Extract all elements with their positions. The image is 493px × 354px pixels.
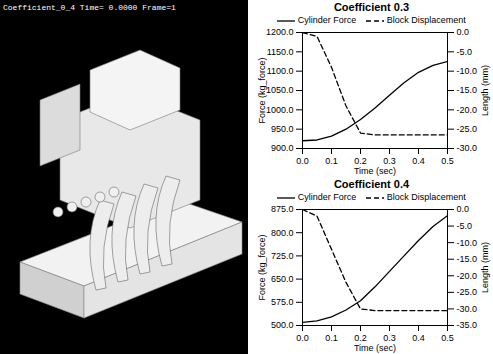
- svg-text:-20.0: -20.0: [457, 271, 478, 281]
- html-text:Coefficient 0.4: Coefficient 0.4: [333, 178, 410, 190]
- svg-text:0.0: 0.0: [296, 156, 309, 166]
- svg-text:1100.0: 1100.0: [267, 66, 294, 76]
- html-text:Cylinder Force: Cylinder Force: [295, 15, 357, 25]
- svg-text:-20.0: -20.0: [457, 105, 478, 115]
- html-text:Cylinder Force: Cylinder Force: [295, 192, 357, 202]
- svg-text:-10.0: -10.0: [457, 238, 478, 248]
- svg-text:Coefficient_0_4 Time= 0.0000: Coefficient_0_4 Time= 0.0000 Frame=1: [3, 3, 176, 12]
- svg-text:650.0: 650.0: [271, 274, 294, 284]
- svg-text:-5.0: -5.0: [457, 221, 473, 231]
- svg-text:Length (mm): Length (mm): [480, 242, 490, 293]
- svg-text:800.0: 800.0: [271, 228, 294, 238]
- svg-text:Force (kg_force): Force (kg_force): [257, 234, 267, 300]
- html-text:Block Displacement: Block Displacement: [384, 192, 466, 202]
- html-text:Coefficient 0.3: Coefficient 0.3: [333, 1, 410, 13]
- svg-text:875.0: 875.0: [271, 204, 294, 214]
- svg-text:1200.0: 1200.0: [266, 27, 294, 37]
- svg-text:-35.0: -35.0: [457, 320, 478, 330]
- svg-text:0.2: 0.2: [354, 156, 367, 166]
- svg-text:0.0: 0.0: [457, 204, 470, 214]
- svg-text:Time (sec): Time (sec): [354, 166, 396, 176]
- html-text:Block Displacement: Block Displacement: [384, 15, 466, 25]
- svg-text:0.3: 0.3: [383, 156, 396, 166]
- svg-text:-10.0: -10.0: [457, 66, 478, 76]
- svg-text:-30.0: -30.0: [457, 304, 478, 314]
- svg-text:950.0: 950.0: [271, 124, 294, 134]
- svg-text:Force (kg_force): Force (kg_force): [257, 57, 267, 123]
- svg-text:0.0: 0.0: [457, 27, 470, 37]
- svg-text:1050.0: 1050.0: [266, 85, 294, 95]
- svg-text:0.1: 0.1: [325, 333, 338, 343]
- svg-text:-25.0: -25.0: [457, 124, 478, 134]
- svg-text:Length (mm): Length (mm): [480, 65, 490, 116]
- svg-text:Time (sec): Time (sec): [354, 343, 396, 353]
- svg-text:900.0: 900.0: [271, 143, 294, 153]
- svg-text:1000.0: 1000.0: [266, 105, 294, 115]
- svg-text:-15.0: -15.0: [457, 85, 478, 95]
- svg-text:0.2: 0.2: [354, 333, 367, 343]
- svg-text:-25.0: -25.0: [457, 287, 478, 297]
- svg-text:500.0: 500.0: [271, 320, 294, 330]
- svg-text:-15.0: -15.0: [457, 254, 478, 264]
- svg-text:0.1: 0.1: [325, 156, 338, 166]
- svg-text:0.5: 0.5: [441, 333, 454, 343]
- svg-text:575.0: 575.0: [271, 297, 294, 307]
- svg-text:0.0: 0.0: [296, 333, 309, 343]
- svg-text:1150.0: 1150.0: [267, 47, 294, 57]
- svg-text:0.4: 0.4: [412, 156, 425, 166]
- svg-text:0.4: 0.4: [412, 333, 425, 343]
- svg-text:725.0: 725.0: [271, 251, 294, 261]
- svg-text:0.5: 0.5: [441, 156, 454, 166]
- svg-text:0.3: 0.3: [383, 333, 396, 343]
- svg-text:-5.0: -5.0: [457, 47, 473, 57]
- svg-text:-30.0: -30.0: [457, 143, 478, 153]
